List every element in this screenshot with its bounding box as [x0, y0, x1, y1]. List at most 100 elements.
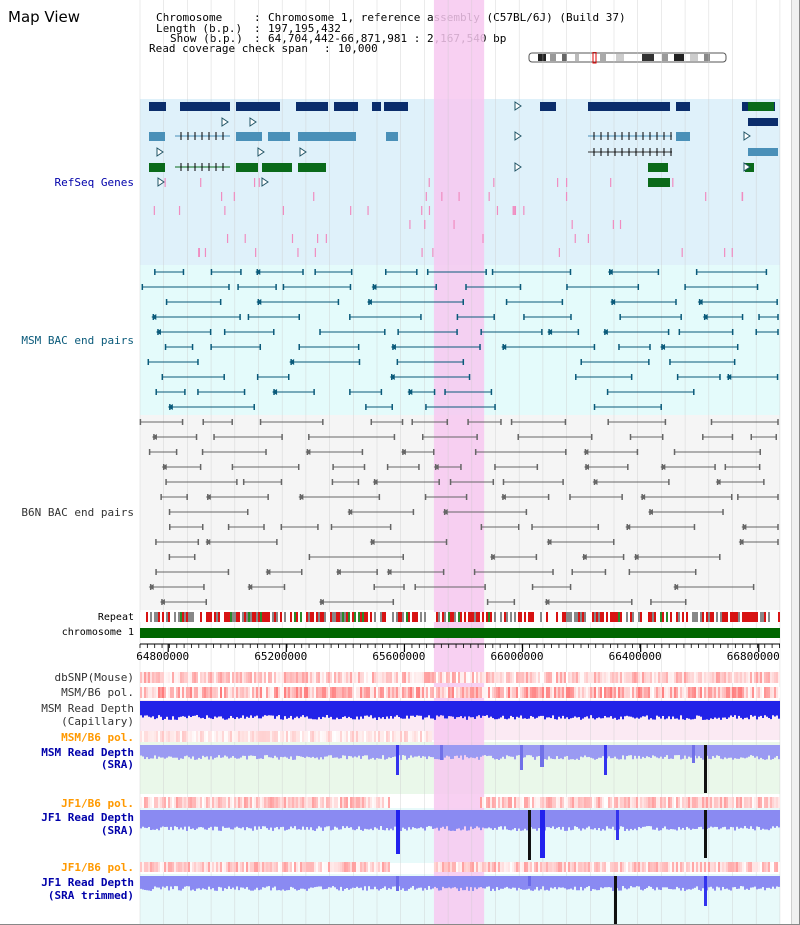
msm-b6-pol-mark [606, 687, 608, 698]
msm-b6-pol2-mark [426, 731, 428, 742]
jf1-trim-depth [210, 876, 212, 890]
msm-sra-depth [538, 745, 540, 757]
msm-cap-depth [188, 701, 190, 716]
msm-b6-pol-mark [558, 687, 560, 698]
msm-b6-pol2-mark [214, 731, 216, 742]
dbsnp-mark [504, 672, 506, 683]
jf1-trim-depth [630, 876, 632, 887]
jf1-b6-pol2-mark [182, 862, 184, 872]
dbsnp-mark [472, 672, 474, 683]
jf1-b6-pol-mark [302, 797, 304, 808]
msm-cap-depth [250, 701, 252, 716]
msm-sra-depth [644, 745, 646, 759]
jf1-trim-depth [450, 876, 452, 889]
jf1-trim-depth [622, 876, 624, 887]
dbsnp-mark [304, 672, 306, 683]
jf1-sra-depth [460, 810, 462, 831]
jf1-sra-depth [154, 810, 156, 830]
jf1-b6-pol-mark [548, 797, 550, 808]
msm-b6-pol2-mark [344, 731, 346, 742]
jf1-b6-pol-mark [210, 797, 212, 808]
repeat-mark [284, 612, 286, 622]
msm-cap-depth [616, 701, 618, 720]
jf1-b6-pol-mark [756, 797, 758, 808]
jf1-b6-pol2-mark [384, 862, 386, 872]
msm-b6-pol-mark [376, 687, 378, 698]
jf1-b6-pol-mark [266, 797, 268, 808]
jf1-trim-depth [212, 876, 214, 889]
jf1-b6-pol-mark [564, 797, 566, 808]
msm-cap-depth [274, 701, 276, 719]
b6n-bac-arrow [546, 539, 552, 545]
jf1-b6-pol-mark [520, 797, 522, 808]
msm-cap-depth [614, 701, 616, 718]
jf1-sra-depth [562, 810, 564, 827]
jf1-b6-pol2-mark [356, 862, 358, 872]
jf1-b6-pol-mark [348, 797, 350, 808]
msm-cap-depth [518, 701, 520, 718]
jf1-trim-depth [434, 876, 436, 887]
jf1-b6-pol2-mark [744, 862, 746, 872]
msm-cap-depth [682, 701, 684, 720]
msm-b6-pol2-mark [230, 731, 232, 742]
msm-sra-depth [382, 745, 384, 756]
dbsnp-mark [254, 672, 256, 683]
repeat-mark [498, 612, 500, 622]
msm-b6-pol2-mark [358, 731, 360, 742]
msm-cap-depth [144, 701, 146, 716]
msm-cap-depth [408, 701, 410, 719]
vertical-scrollbar[interactable] [791, 0, 800, 925]
dbsnp-mark [430, 672, 432, 683]
msm-sra-depth [752, 745, 754, 756]
jf1-b6-pol-mark [546, 797, 548, 808]
dbsnp-mark [378, 672, 380, 683]
repeat-mark [280, 612, 282, 622]
jf1-trim-depth [406, 876, 408, 891]
jf1-b6-pol-mark [596, 797, 598, 808]
msm-b6-pol2-mark [400, 731, 402, 742]
dbsnp-mark [502, 672, 504, 683]
dbsnp-mark [328, 672, 330, 683]
repeat-mark [450, 612, 452, 622]
jf1-trim-depth [456, 876, 458, 889]
jf1-trim-depth [578, 876, 580, 891]
jf1-b6-pol2-mark [588, 862, 590, 872]
jf1-b6-pol-mark [680, 797, 682, 808]
repeat-mark [252, 612, 254, 622]
jf1-b6-pol2-mark [262, 862, 264, 872]
chromosome-ideogram[interactable] [528, 52, 728, 64]
msm-sra-depth [532, 745, 534, 758]
msm-b6-pol-mark [526, 687, 528, 698]
jf1-trim-depth [564, 876, 566, 889]
jf1-trim-depth [176, 876, 178, 887]
jf1-b6-pol-mark [194, 797, 196, 808]
msm-cap-depth [630, 701, 632, 717]
msm-b6-pol-mark [756, 687, 758, 698]
jf1-b6-pol2-mark [188, 862, 190, 872]
msm-sra-depth [366, 745, 368, 756]
jf1-trim-depth [768, 876, 770, 888]
dbsnp-mark [544, 672, 546, 683]
msm-bac-arrow [366, 299, 372, 305]
repeat-mark [718, 612, 720, 622]
msm-cap-depth [548, 701, 550, 718]
repeat-mark [750, 612, 752, 622]
jf1-sra-depth [352, 810, 354, 830]
repeat-mark [326, 612, 328, 622]
msm-sra-depth [574, 745, 576, 760]
jf1-b6-pol2-mark [654, 862, 656, 872]
repeat-mark [496, 612, 498, 622]
dbsnp-mark [466, 672, 468, 683]
jf1-trim-depth [344, 876, 346, 889]
jf1-b6-pol-mark [232, 797, 234, 808]
msm-b6-pol-mark [198, 687, 200, 698]
jf1-trim-depth [554, 876, 556, 888]
repeat-mark [748, 612, 750, 622]
msm-sra-depth [610, 745, 612, 759]
msm-sra-depth [530, 745, 532, 756]
dbsnp-mark [452, 672, 454, 683]
dbsnp-mark [402, 672, 404, 683]
repeat-mark [766, 612, 768, 622]
jf1-trim-depth [618, 876, 620, 891]
